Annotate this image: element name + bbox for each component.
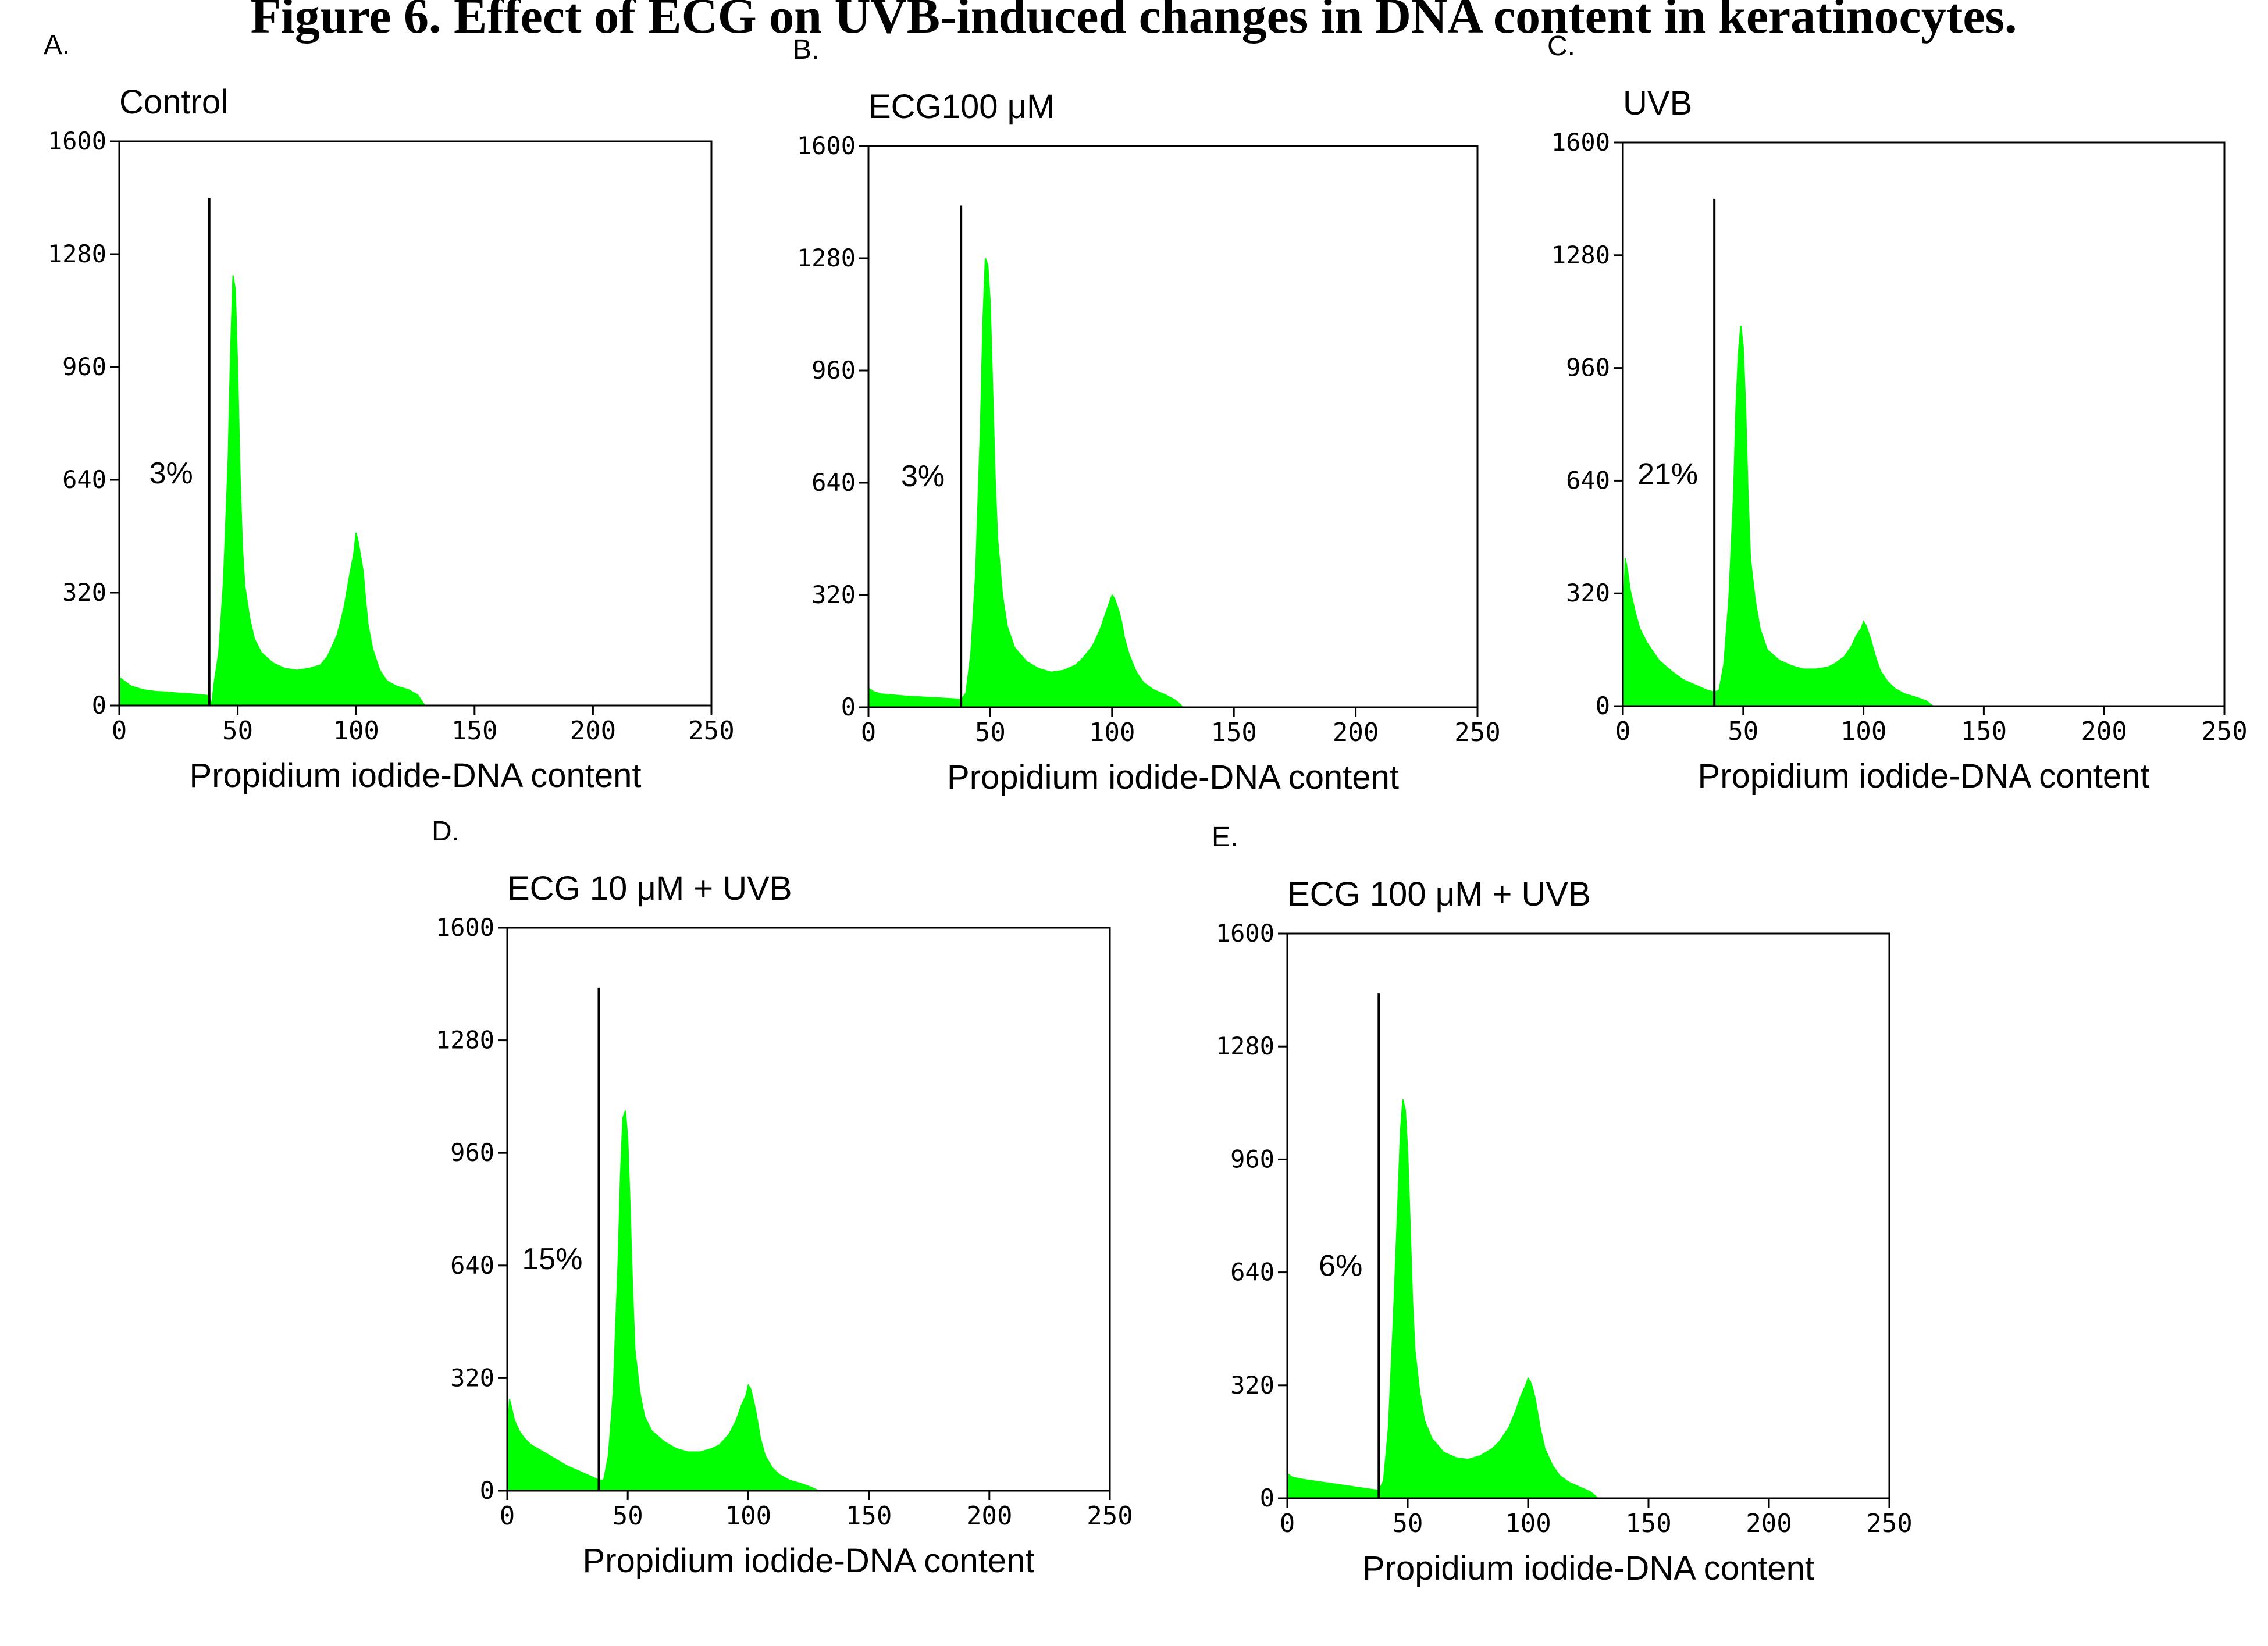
histogram-area <box>1622 325 1935 707</box>
x-tick-label: 250 <box>2201 717 2247 746</box>
y-tick-label: 960 <box>450 1138 494 1167</box>
panel-title: ECG100 μM <box>868 88 1055 126</box>
x-tick-label: 0 <box>500 1501 515 1531</box>
plot-frame <box>1286 932 1890 1499</box>
x-tick-label: 200 <box>1333 718 1379 747</box>
y-tick-label: 1280 <box>48 240 106 268</box>
x-tick-label: 50 <box>1393 1509 1423 1538</box>
y-tick-label: 1280 <box>1551 241 1610 269</box>
x-axis-label: Propidium iodide-DNA content <box>947 758 1399 796</box>
x-tick-label: 50 <box>975 718 1006 747</box>
x-axis-label: Propidium iodide-DNA content <box>190 757 642 795</box>
y-tick-label: 640 <box>811 468 856 497</box>
y-tick-label: 0 <box>1260 1484 1274 1512</box>
plot-frame <box>118 140 713 707</box>
y-tick-label: 640 <box>62 465 106 494</box>
y-tick-label: 640 <box>450 1251 494 1280</box>
y-tick-label: 1600 <box>48 127 106 155</box>
x-tick-label: 50 <box>222 716 253 746</box>
gate-percentage-label: 3% <box>149 457 193 490</box>
x-tick-label: 250 <box>1866 1509 1912 1538</box>
y-tick-label: 0 <box>92 691 106 719</box>
gate-percentage-label: 21% <box>1637 457 1698 491</box>
gate-percentage-label: 15% <box>522 1242 582 1276</box>
figure-title: Figure 6. Effect of ECG on UVB-induced c… <box>250 0 2017 44</box>
y-tick-label: 640 <box>1230 1258 1274 1287</box>
plot-frame <box>867 145 1479 708</box>
panel-2: 0 320 640 960 1280 1600 0 50 100 150 200 250 Propidi… <box>793 34 1501 796</box>
x-tick-label: 150 <box>846 1501 892 1531</box>
y-tick-label: 0 <box>1596 692 1610 720</box>
histogram-area <box>507 1110 821 1491</box>
y-tick-label: 1600 <box>1551 128 1610 156</box>
histogram-panels: 0 320 640 960 1280 1600 0 50 100 150 200 250 Propidi… <box>44 30 2248 1587</box>
y-tick-label: 1280 <box>1216 1032 1274 1060</box>
y-tick-label: 640 <box>1566 466 1610 494</box>
x-tick-label: 0 <box>112 716 127 746</box>
y-tick-label: 1280 <box>797 244 856 272</box>
x-tick-label: 50 <box>613 1501 643 1531</box>
panel-4: 0 320 640 960 1280 1600 0 50 100 150 200 250 Propidi… <box>432 816 1133 1580</box>
panel-1: 0 320 640 960 1280 1600 0 50 100 150 200 250 Propidi… <box>44 30 735 795</box>
x-axis-label: Propidium iodide-DNA content <box>583 1542 1035 1580</box>
x-tick-label: 200 <box>570 716 616 746</box>
x-tick-label: 150 <box>451 716 497 746</box>
x-tick-label: 150 <box>1210 718 1256 747</box>
panel-title: ECG 10 μM + UVB <box>507 870 792 907</box>
y-tick-label: 1280 <box>436 1026 494 1054</box>
x-tick-label: 200 <box>1746 1509 1792 1538</box>
y-tick-label: 320 <box>1230 1371 1274 1399</box>
y-tick-label: 320 <box>62 578 106 607</box>
y-tick-label: 1600 <box>797 131 856 160</box>
y-tick-label: 320 <box>811 580 856 609</box>
x-tick-label: 0 <box>1280 1509 1295 1538</box>
panel-label: D. <box>432 816 460 847</box>
panel-title: Control <box>119 83 228 121</box>
histogram-area <box>1287 1099 1600 1499</box>
x-tick-label: 200 <box>2081 717 2127 746</box>
x-tick-label: 250 <box>1087 1501 1133 1531</box>
x-axis-label: Propidium iodide-DNA content <box>1362 1549 1814 1587</box>
x-tick-label: 0 <box>1615 717 1631 746</box>
x-tick-label: 100 <box>1089 718 1135 747</box>
x-tick-label: 200 <box>966 1501 1012 1531</box>
plot-frame <box>1622 141 2226 707</box>
plot-frame <box>506 927 1111 1492</box>
x-tick-label: 0 <box>861 718 877 747</box>
x-tick-label: 100 <box>1840 717 1886 746</box>
x-tick-label: 150 <box>1625 1509 1671 1538</box>
x-axis-label: Propidium iodide-DNA content <box>1698 757 2150 795</box>
panel-title: UVB <box>1623 84 1692 122</box>
y-tick-label: 960 <box>1230 1145 1274 1173</box>
x-tick-label: 100 <box>333 716 379 746</box>
panel-3: 0 320 640 960 1280 1600 0 50 100 150 200 250 Propidi… <box>1547 31 2248 795</box>
x-tick-label: 250 <box>1454 718 1500 747</box>
y-tick-label: 960 <box>62 352 106 381</box>
gate-percentage-label: 6% <box>1319 1249 1362 1283</box>
panel-label: C. <box>1547 31 1575 62</box>
gate-percentage-label: 3% <box>901 459 945 493</box>
panel-title: ECG 100 μM + UVB <box>1287 875 1591 913</box>
y-tick-label: 1600 <box>436 913 494 942</box>
panel-label: B. <box>793 34 819 65</box>
y-tick-label: 320 <box>1566 579 1610 607</box>
histogram-area <box>119 275 426 706</box>
y-tick-label: 960 <box>1566 354 1610 382</box>
panel-label: E. <box>1212 822 1238 853</box>
y-tick-label: 0 <box>480 1476 494 1505</box>
x-tick-label: 100 <box>1505 1509 1551 1538</box>
x-tick-label: 250 <box>688 716 734 746</box>
panel-5: 0 320 640 960 1280 1600 0 50 100 150 200 250 Propidi… <box>1212 822 1913 1587</box>
y-tick-label: 320 <box>450 1363 494 1392</box>
x-tick-label: 50 <box>1728 717 1758 746</box>
x-tick-label: 150 <box>1961 717 2007 746</box>
histogram-area <box>868 258 1184 708</box>
y-tick-label: 0 <box>841 693 856 721</box>
y-tick-label: 1600 <box>1216 919 1274 947</box>
x-tick-label: 100 <box>725 1501 771 1531</box>
y-tick-label: 960 <box>811 356 856 384</box>
panel-label: A. <box>44 30 70 60</box>
